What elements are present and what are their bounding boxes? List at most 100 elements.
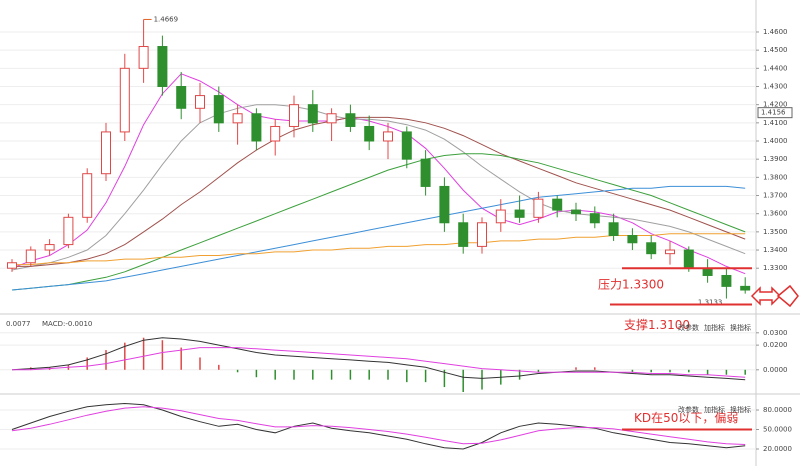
candle-body <box>119 67 130 133</box>
candle-body <box>270 125 281 142</box>
arrow-icon <box>776 284 799 308</box>
y-tick-label: 1.3900 <box>763 155 788 163</box>
candle-body <box>533 198 544 218</box>
candle-body <box>458 222 469 247</box>
macd-bar <box>462 369 464 392</box>
macd-bar <box>725 369 728 375</box>
indicator-line <box>11 73 746 275</box>
y-tick-label: 1.3400 <box>763 246 788 254</box>
indicator-button[interactable]: 换指标 <box>730 323 751 332</box>
candle-body <box>740 285 751 291</box>
indicator-button[interactable]: 换指标 <box>730 405 751 414</box>
macd-bar <box>218 364 220 370</box>
last-price-label: 1.4156 <box>761 109 786 117</box>
macd-bar <box>688 369 690 373</box>
macd-bar <box>86 357 88 370</box>
macd-bar <box>706 369 709 375</box>
candle-body <box>401 131 412 160</box>
candle-body <box>646 242 657 255</box>
macd-bar <box>161 340 164 370</box>
candle-body <box>608 222 619 236</box>
candle-body <box>232 113 243 124</box>
candle-body <box>63 216 74 246</box>
candle-body <box>82 173 93 218</box>
indicator-line <box>11 185 746 291</box>
y-tick-label: 1.4000 <box>763 137 788 145</box>
macd-bar <box>293 369 295 380</box>
indicator-button[interactable]: 改参数 <box>678 323 699 332</box>
indicator-line <box>12 116 746 267</box>
macd-bar <box>312 369 314 380</box>
y-tick-label: 50.0000 <box>763 426 792 434</box>
low-label: 1.3133 <box>698 299 723 307</box>
macd-bar <box>537 369 540 373</box>
candle-body <box>195 95 205 109</box>
macd-header: MACD:-0.0010 <box>42 320 92 328</box>
candle-body <box>7 262 17 269</box>
macd-bar <box>481 369 483 390</box>
y-tick-label: 1.4400 <box>763 64 788 72</box>
macd-bar <box>406 369 408 383</box>
macd-bar <box>669 369 671 373</box>
candle-body <box>665 249 675 255</box>
y-tick-label: 1.3700 <box>763 192 788 200</box>
candle-body <box>157 46 168 87</box>
level-label: 支撑1.3100 <box>624 317 690 332</box>
y-tick-label: 1.3500 <box>763 228 788 236</box>
level-label: 压力1.3300 <box>598 278 664 292</box>
candle-body <box>138 46 149 69</box>
candle-body <box>683 249 694 269</box>
macd-header: 0.0077 <box>6 320 31 328</box>
candle-body <box>702 267 713 276</box>
macd-bar <box>650 369 652 373</box>
macd-bar <box>255 369 258 378</box>
indicator-line <box>12 347 746 378</box>
candle-body <box>326 113 337 124</box>
candle-body <box>364 125 375 142</box>
candle-body <box>627 234 638 244</box>
indicator-line <box>12 233 746 266</box>
macd-bar <box>594 367 596 370</box>
macd-bar <box>199 357 201 370</box>
candle-body <box>383 131 393 142</box>
macd-bar <box>330 369 333 380</box>
macd-bar <box>518 369 521 380</box>
macd-bar <box>575 367 577 370</box>
candle-body <box>589 213 600 224</box>
y-tick-label: 0.0000 <box>763 366 788 374</box>
macd-bar <box>142 337 145 370</box>
indicator-button[interactable]: 改参数 <box>678 405 699 414</box>
y-tick-label: 80.0000 <box>763 406 792 414</box>
y-tick-label: 1.3800 <box>763 173 788 181</box>
macd-bar <box>180 347 182 370</box>
candle-body <box>721 274 732 287</box>
y-tick-label: 1.4500 <box>763 46 788 54</box>
level-label: KD在50以下，偏弱 <box>634 410 738 425</box>
candle-body <box>439 185 450 224</box>
macd-bar <box>368 369 370 380</box>
candle-body <box>420 158 431 187</box>
candle-body <box>571 209 581 215</box>
indicator-button[interactable]: 加指标 <box>704 323 725 332</box>
macd-bar <box>349 369 352 380</box>
macd-bar <box>443 369 446 388</box>
indicator-line <box>11 402 746 450</box>
candle-body <box>213 95 224 124</box>
y-tick-label: 1.4600 <box>763 28 788 36</box>
y-tick-label: 1.4300 <box>763 82 788 90</box>
indicator-button[interactable]: 加指标 <box>704 405 725 414</box>
candle-body <box>25 249 36 264</box>
candle-body <box>251 113 262 142</box>
indicator-line <box>11 337 746 381</box>
y-tick-label: 20.0000 <box>763 445 792 453</box>
y-tick-label: 0.0200 <box>763 341 788 349</box>
macd-bar <box>424 369 427 383</box>
candle-body <box>345 113 356 127</box>
y-tick-label: 1.3300 <box>763 264 788 272</box>
candle-body <box>514 209 525 218</box>
candle-body <box>289 104 299 127</box>
y-tick-label: 1.4100 <box>763 119 788 127</box>
y-tick-label: 1.3600 <box>763 210 788 218</box>
